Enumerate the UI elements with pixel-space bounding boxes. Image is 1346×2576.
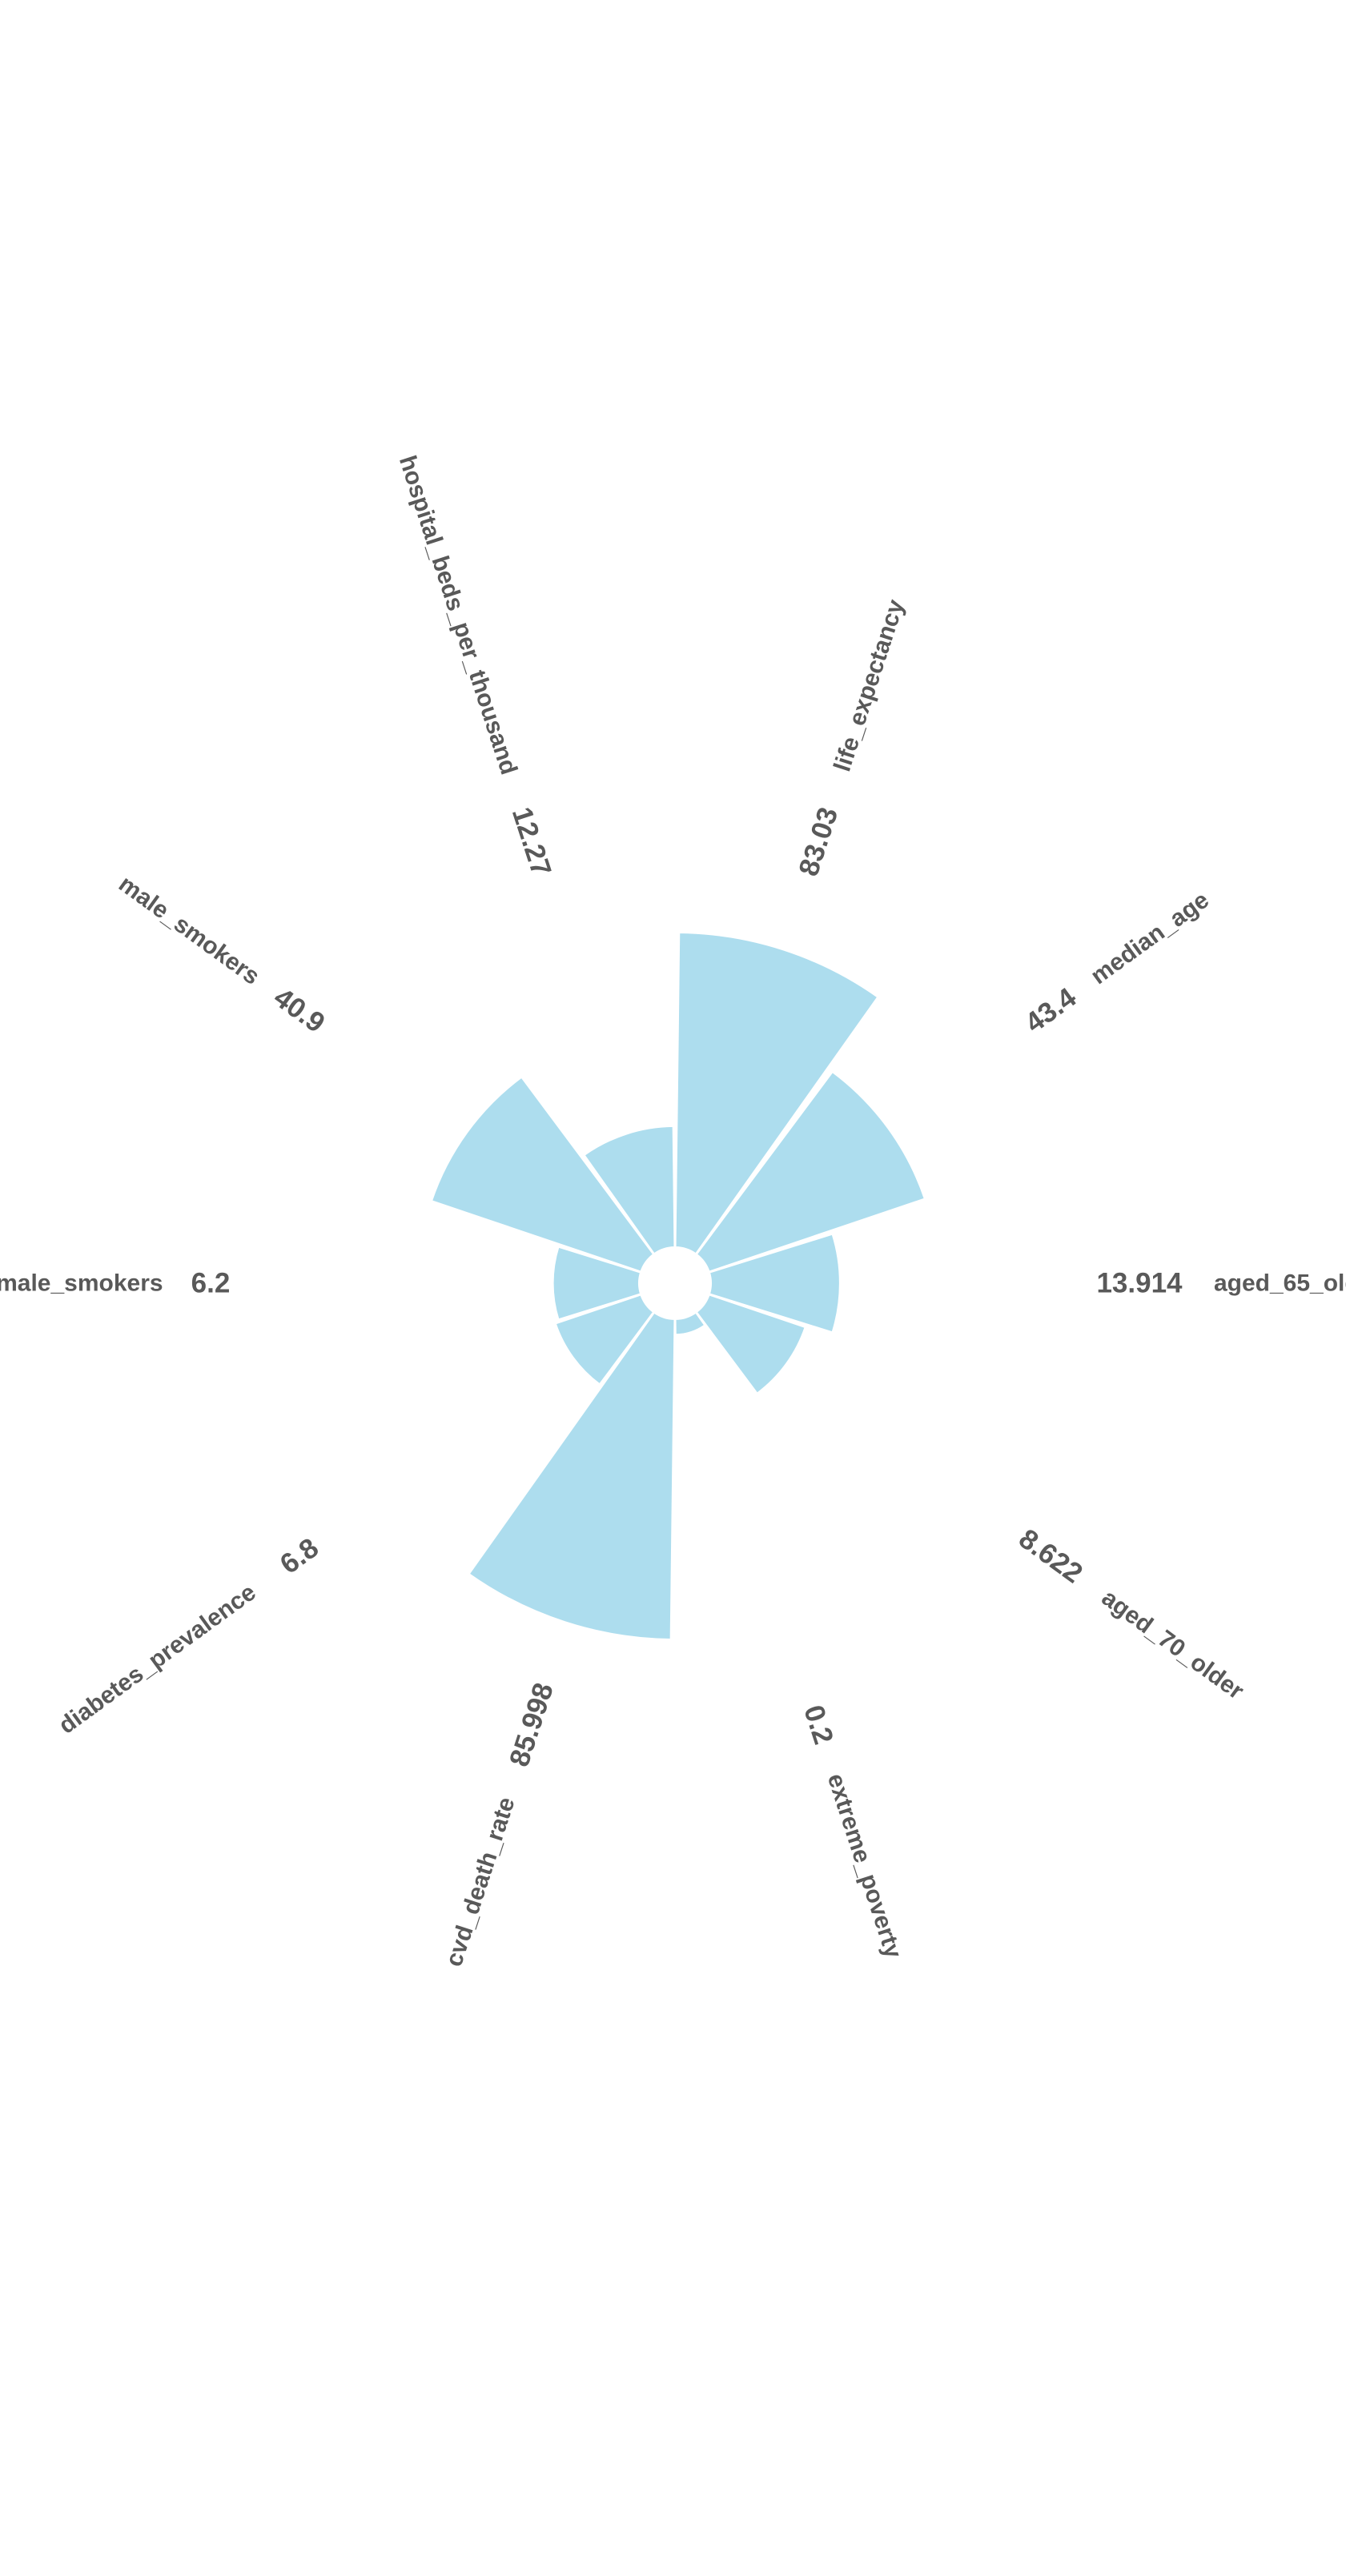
bar-extreme-poverty: [674, 1311, 706, 1336]
bar-diabetes-prevalence: [554, 1294, 655, 1386]
bar-male-smokers: [430, 1076, 655, 1273]
bar-median-age: [695, 1070, 926, 1273]
category-label-diabetes-prevalence: diabetes_prevalence: [54, 1579, 261, 1739]
bar-aged-70-older: [695, 1294, 806, 1395]
category-label-life-expectancy: life_expectancy: [829, 596, 910, 775]
category-label-extreme-poverty: extreme_poverty: [822, 1771, 907, 1962]
bar-hospital-beds-per-thousand: [583, 1125, 676, 1255]
bars-layer: [430, 931, 926, 1640]
value-label-life-expectancy: 83.03: [793, 804, 844, 880]
value-label-extreme-poverty: 0.2: [798, 1701, 839, 1747]
value-label-male-smokers: 40.9: [268, 981, 331, 1039]
value-label-cvd-death-rate: 85.998: [504, 1679, 560, 1771]
value-label-diabetes-prevalence: 6.8: [275, 1532, 324, 1580]
category-label-aged-70-older: aged_70_older: [1097, 1584, 1249, 1704]
value-label-female-smokers: 6.2: [191, 1268, 231, 1299]
bar-life-expectancy: [674, 931, 879, 1255]
category-label-aged-65-older: aged_65_older: [1214, 1270, 1346, 1297]
category-label-median-age: median_age: [1086, 887, 1214, 990]
category-label-male-smokers: male_smokers: [114, 871, 264, 990]
category-label-cvd-death-rate: cvd_death_rate: [440, 1794, 520, 1970]
bar-female-smokers: [552, 1246, 642, 1321]
bar-cvd-death-rate: [468, 1311, 676, 1640]
value-label-median-age: 43.4: [1019, 981, 1082, 1039]
category-label-female-smokers: female_smokers: [0, 1270, 163, 1297]
bar-aged-65-older: [708, 1233, 841, 1334]
category-label-hospital-beds-per-thousand: hospital_beds_per_thousand: [394, 452, 522, 778]
value-label-hospital-beds-per-thousand: 12.27: [506, 804, 557, 880]
value-label-aged-65-older: 13.914: [1096, 1268, 1183, 1299]
value-label-aged-70-older: 8.622: [1013, 1523, 1088, 1589]
